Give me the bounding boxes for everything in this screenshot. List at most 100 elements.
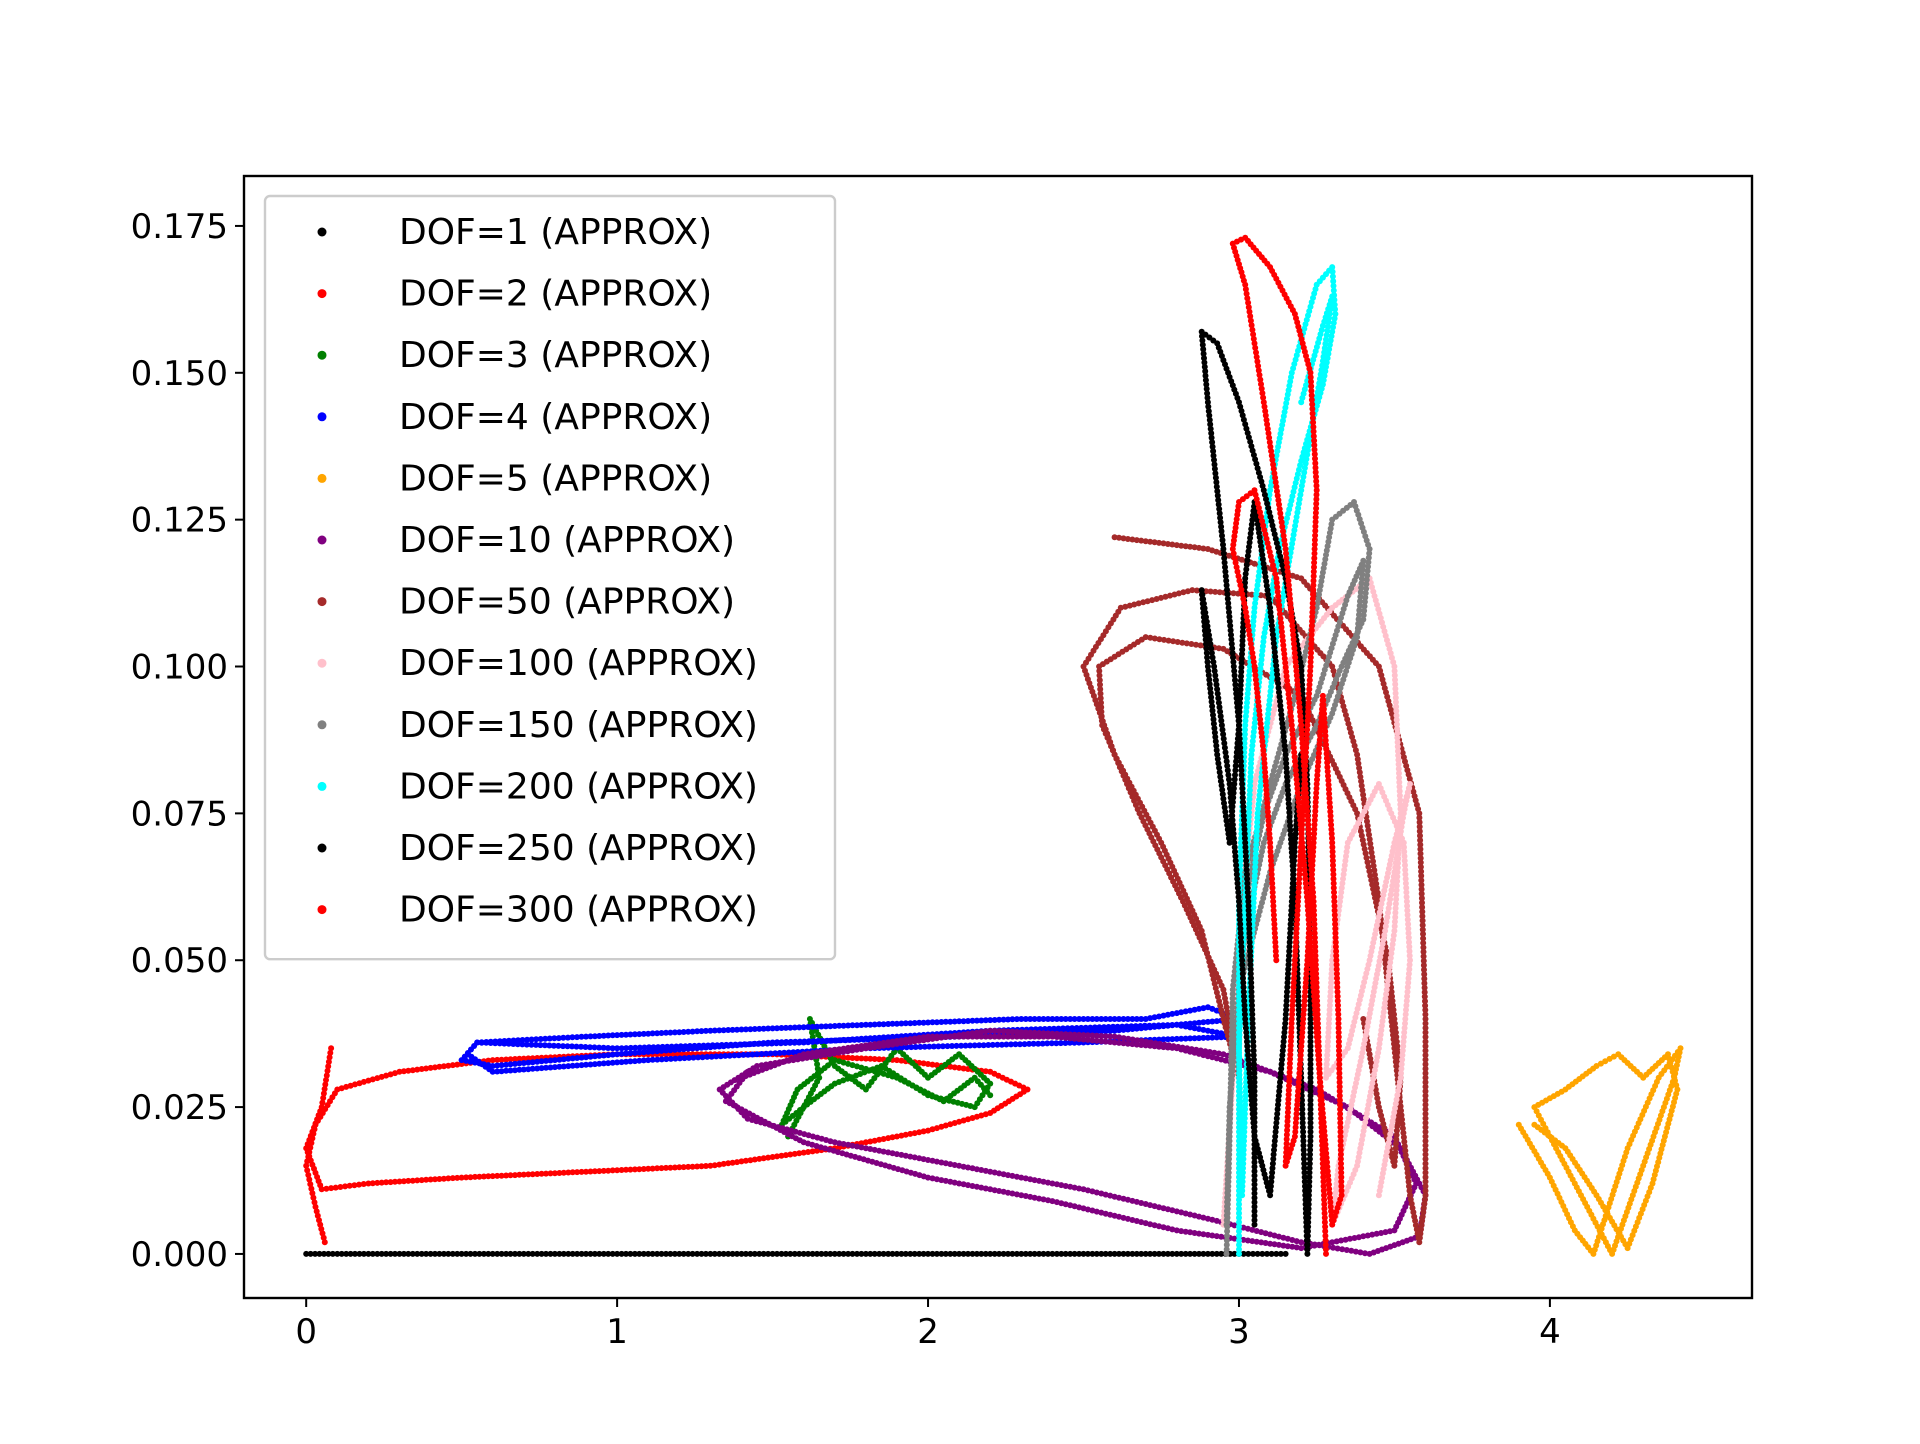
data-point xyxy=(685,1250,692,1257)
data-point xyxy=(609,1250,616,1257)
data-point xyxy=(720,1160,727,1167)
data-point xyxy=(867,1055,874,1062)
data-point xyxy=(982,1111,989,1118)
data-point xyxy=(849,1250,856,1257)
data-point xyxy=(440,1063,447,1070)
data-point xyxy=(987,1250,994,1257)
data-point xyxy=(898,1057,905,1064)
data-point xyxy=(445,1175,452,1182)
data-point xyxy=(305,1172,312,1178)
data-point xyxy=(845,1250,852,1257)
data-point xyxy=(765,1154,772,1161)
data-point xyxy=(369,1180,376,1187)
data-point xyxy=(778,1152,785,1159)
data-point xyxy=(319,1099,326,1106)
data-point xyxy=(458,1250,465,1257)
data-point xyxy=(1071,1250,1078,1257)
data-point xyxy=(454,1250,461,1257)
data-point xyxy=(338,1250,345,1257)
data-point xyxy=(467,1250,474,1257)
data-point xyxy=(556,1250,563,1257)
data-point xyxy=(321,1250,327,1257)
data-point xyxy=(978,1250,985,1257)
data-point xyxy=(742,1157,749,1164)
data-point xyxy=(516,1250,523,1257)
data-point xyxy=(858,1064,865,1071)
data-point xyxy=(356,1250,363,1257)
data-point xyxy=(725,1160,732,1167)
data-point xyxy=(747,1157,754,1164)
data-point xyxy=(738,1250,745,1257)
data-point xyxy=(1076,1250,1083,1257)
data-point xyxy=(512,1250,518,1257)
data-point xyxy=(547,1170,554,1177)
data-point xyxy=(663,1164,669,1171)
data-point xyxy=(600,1167,607,1174)
data-point xyxy=(947,1250,954,1257)
data-point xyxy=(365,1250,372,1257)
data-point xyxy=(569,1250,576,1257)
data-point xyxy=(956,1064,963,1071)
data-point xyxy=(1049,1250,1056,1257)
data-point xyxy=(507,1056,514,1063)
data-point xyxy=(480,1250,487,1257)
data-point xyxy=(1005,1250,1011,1257)
data-point xyxy=(409,1250,416,1257)
data-point xyxy=(911,1250,918,1257)
data-point xyxy=(618,1167,625,1173)
data-point xyxy=(503,1172,510,1179)
data-point xyxy=(965,1250,971,1257)
data-point xyxy=(432,1064,438,1071)
data-point xyxy=(640,1250,647,1257)
data-point xyxy=(525,1250,532,1257)
data-point xyxy=(1053,1250,1060,1257)
data-point xyxy=(854,1250,860,1257)
data-point xyxy=(414,1250,421,1257)
data-point xyxy=(351,1182,358,1189)
data-point xyxy=(1133,1250,1140,1257)
data-point xyxy=(867,1250,874,1257)
data-point xyxy=(1196,1250,1202,1257)
data-point xyxy=(311,1199,318,1206)
data-point xyxy=(1027,1250,1034,1257)
data-point xyxy=(405,1177,412,1184)
data-point xyxy=(676,1250,683,1257)
data-point xyxy=(467,1174,474,1181)
data-point xyxy=(543,1250,549,1257)
data-point xyxy=(862,1139,869,1146)
data-point xyxy=(956,1250,963,1257)
data-point xyxy=(560,1169,567,1176)
data-point xyxy=(1277,1250,1284,1257)
data-point xyxy=(711,1162,718,1169)
data-point xyxy=(1138,1250,1145,1257)
data-point xyxy=(440,1175,447,1182)
data-point xyxy=(1045,1250,1051,1257)
data-point xyxy=(352,1081,358,1088)
data-point xyxy=(520,1250,527,1257)
data-point xyxy=(343,1250,350,1257)
data-point xyxy=(396,1178,403,1185)
data-point xyxy=(805,1250,812,1257)
data-point xyxy=(680,1250,687,1257)
data-point xyxy=(689,1163,696,1170)
data-point xyxy=(489,1173,496,1180)
data-point xyxy=(1178,1250,1185,1257)
data-point xyxy=(360,1078,367,1085)
data-point xyxy=(836,1250,843,1257)
data-point xyxy=(418,1066,425,1072)
data-point xyxy=(529,1171,536,1178)
data-point xyxy=(498,1056,505,1063)
data-point xyxy=(716,1250,723,1257)
data-point xyxy=(463,1250,470,1257)
data-point xyxy=(409,1067,416,1074)
data-point xyxy=(862,1250,869,1257)
data-point xyxy=(304,1167,311,1174)
data-point xyxy=(538,1250,545,1257)
series-1 xyxy=(303,1250,1289,1257)
data-point xyxy=(1147,1250,1154,1257)
data-point xyxy=(636,1166,643,1173)
data-point xyxy=(707,1162,714,1169)
data-point xyxy=(809,1250,816,1257)
data-point xyxy=(614,1167,621,1174)
